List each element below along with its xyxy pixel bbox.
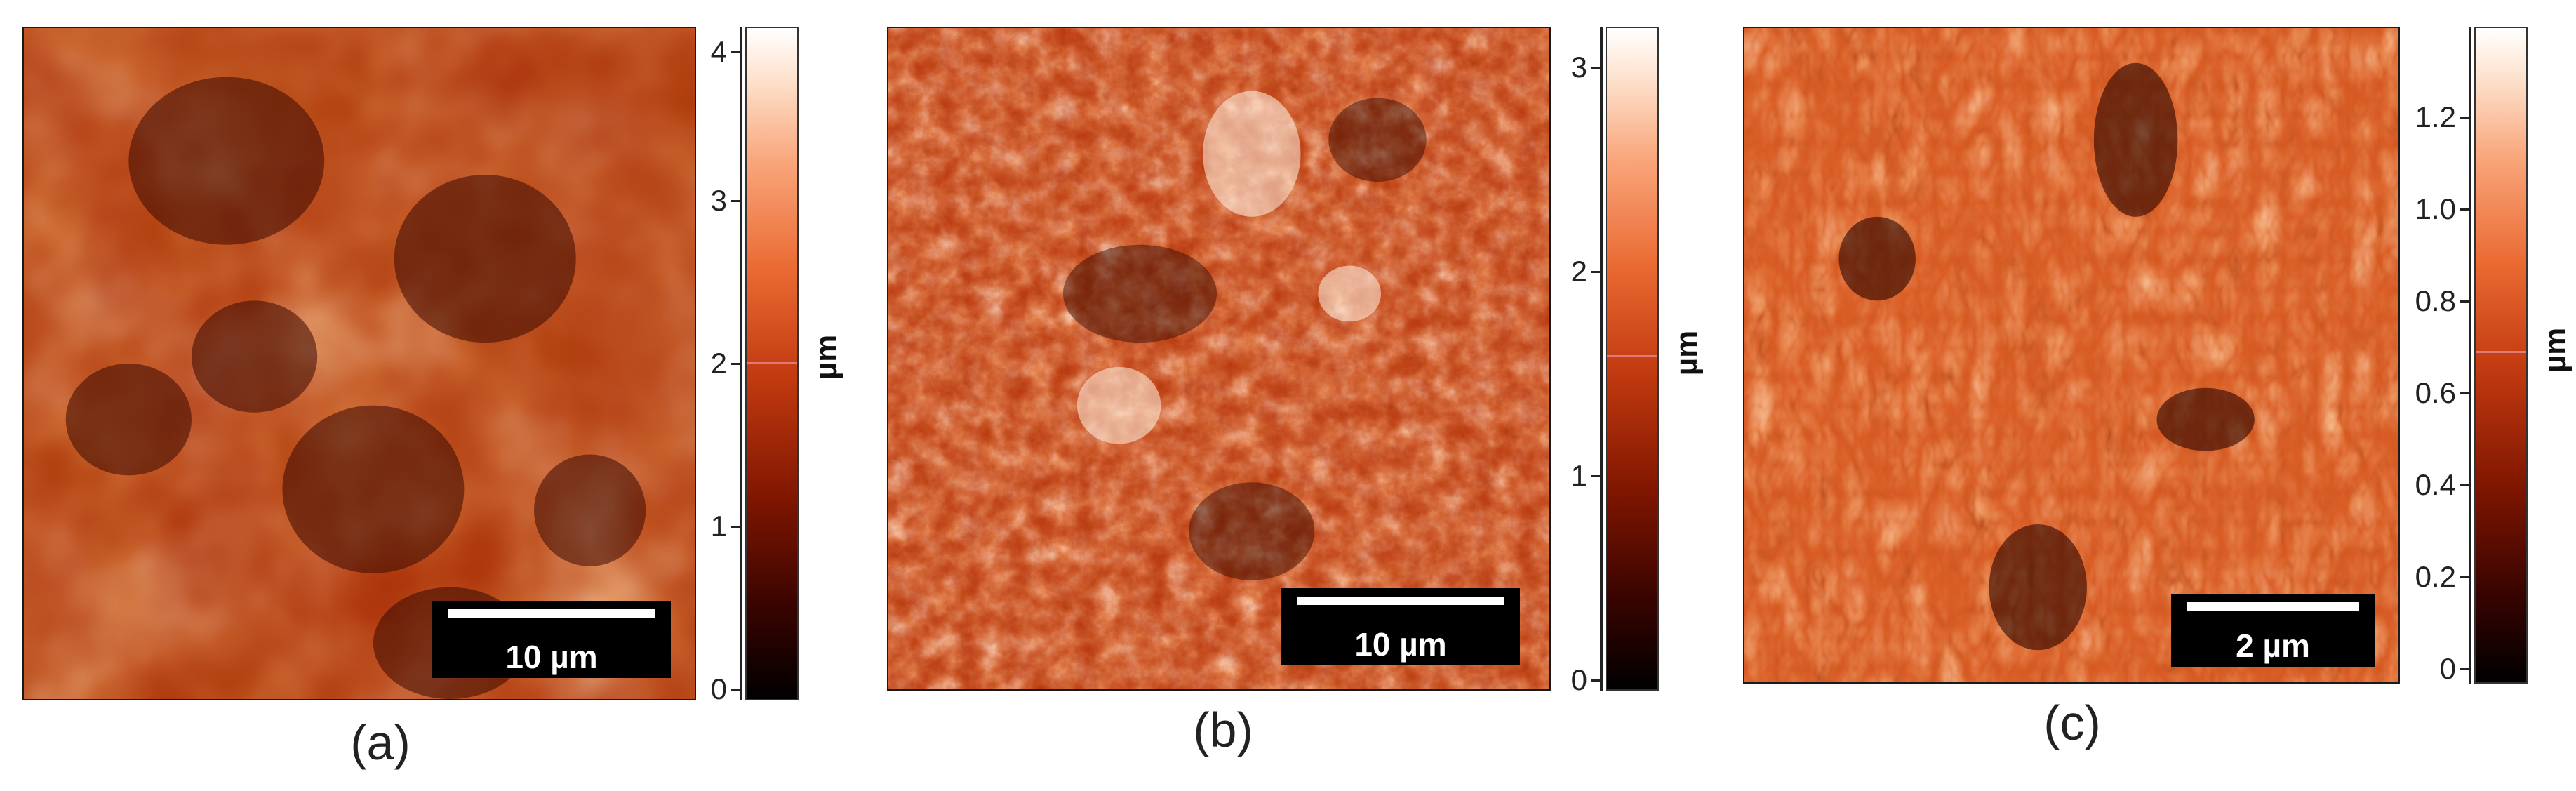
colorbar-tick bbox=[1591, 271, 1601, 273]
scale-bar-label: 10 µm bbox=[505, 639, 598, 675]
colorbar-tick-label: 1.0 bbox=[2415, 192, 2456, 225]
colorbar-tick-label: 0.8 bbox=[2415, 284, 2456, 317]
colorbar-tick-label: 4 bbox=[710, 35, 727, 68]
panel-label-c: (c) bbox=[2043, 696, 2101, 750]
colorbar-tick-label: 1.2 bbox=[2415, 100, 2456, 133]
afm-image-c bbox=[1743, 27, 2400, 684]
scale-bar-b: 10 µm bbox=[1281, 588, 1520, 665]
scale-bar-line bbox=[1297, 597, 1504, 605]
colorbar-tick bbox=[731, 363, 741, 365]
colorbar-tick-label: 0 bbox=[1570, 663, 1587, 696]
scale-bar-line bbox=[448, 609, 655, 618]
colorbar-tick bbox=[1591, 67, 1601, 69]
scale-bar-label: 10 µm bbox=[1354, 626, 1447, 663]
colorbar-tick bbox=[2460, 392, 2470, 394]
colorbar-c bbox=[2474, 27, 2528, 684]
colorbar-b bbox=[1606, 27, 1659, 691]
colorbar-marker bbox=[747, 362, 797, 364]
panel-c: 2 µm 0 0.2 0.4 0.6 0.8 1.0 1.2 µm (c) bbox=[1712, 0, 2576, 791]
scale-bar-c: 2 µm bbox=[2171, 594, 2375, 667]
colorbar-axis-c bbox=[2469, 27, 2471, 684]
colorbar-axis-b bbox=[1600, 27, 1603, 691]
colorbar-tick bbox=[731, 526, 741, 528]
colorbar-axis-a bbox=[740, 27, 742, 700]
colorbar-tick bbox=[2460, 208, 2470, 211]
afm-texture-a bbox=[24, 28, 695, 699]
colorbar-tick-label: 1 bbox=[710, 510, 727, 543]
colorbar-marker bbox=[2476, 351, 2526, 353]
colorbar-tick bbox=[731, 51, 741, 53]
panel-a: 10 µm 0 1 2 3 4 µm (a) bbox=[0, 0, 844, 791]
colorbar-tick bbox=[731, 200, 741, 202]
panel-label-b: (b) bbox=[1193, 703, 1253, 757]
colorbar-tick-label: 3 bbox=[1570, 51, 1587, 84]
colorbar-a bbox=[745, 27, 799, 700]
scale-bar-line bbox=[2187, 602, 2359, 611]
colorbar-tick bbox=[2460, 576, 2470, 578]
colorbar-tick-label: 0 bbox=[2439, 652, 2456, 685]
colorbar-tick-label: 3 bbox=[710, 184, 727, 217]
panel-b: 10 µm 0 1 2 3 µm (b) bbox=[842, 0, 1712, 791]
colorbar-unit-c: µm bbox=[2538, 327, 2573, 373]
panel-label-a: (a) bbox=[350, 715, 411, 770]
colorbar-tick-label: 0 bbox=[710, 672, 727, 705]
colorbar-tick-label: 0.2 bbox=[2415, 560, 2456, 593]
colorbar-tick bbox=[2460, 300, 2470, 303]
scale-bar-label: 2 µm bbox=[2236, 627, 2310, 664]
afm-image-a bbox=[22, 27, 696, 700]
scale-bar-a: 10 µm bbox=[432, 601, 671, 678]
afm-texture-c bbox=[1744, 28, 2398, 682]
colorbar-unit-b: µm bbox=[1669, 330, 1704, 376]
colorbar-tick-label: 0.6 bbox=[2415, 376, 2456, 409]
colorbar-tick bbox=[1591, 679, 1601, 682]
colorbar-tick bbox=[1591, 475, 1601, 477]
colorbar-tick-label: 1 bbox=[1570, 459, 1587, 492]
colorbar-marker bbox=[1607, 355, 1657, 357]
colorbar-tick bbox=[2460, 668, 2470, 670]
afm-texture-b bbox=[888, 28, 1549, 689]
colorbar-tick bbox=[731, 689, 741, 691]
afm-image-b bbox=[887, 27, 1551, 691]
colorbar-tick bbox=[2460, 117, 2470, 119]
colorbar-tick-label: 2 bbox=[1570, 255, 1587, 288]
colorbar-unit-a: µm bbox=[809, 334, 844, 380]
colorbar-tick-label: 2 bbox=[710, 347, 727, 380]
colorbar-tick-label: 0.4 bbox=[2415, 468, 2456, 501]
colorbar-tick bbox=[2460, 484, 2470, 486]
